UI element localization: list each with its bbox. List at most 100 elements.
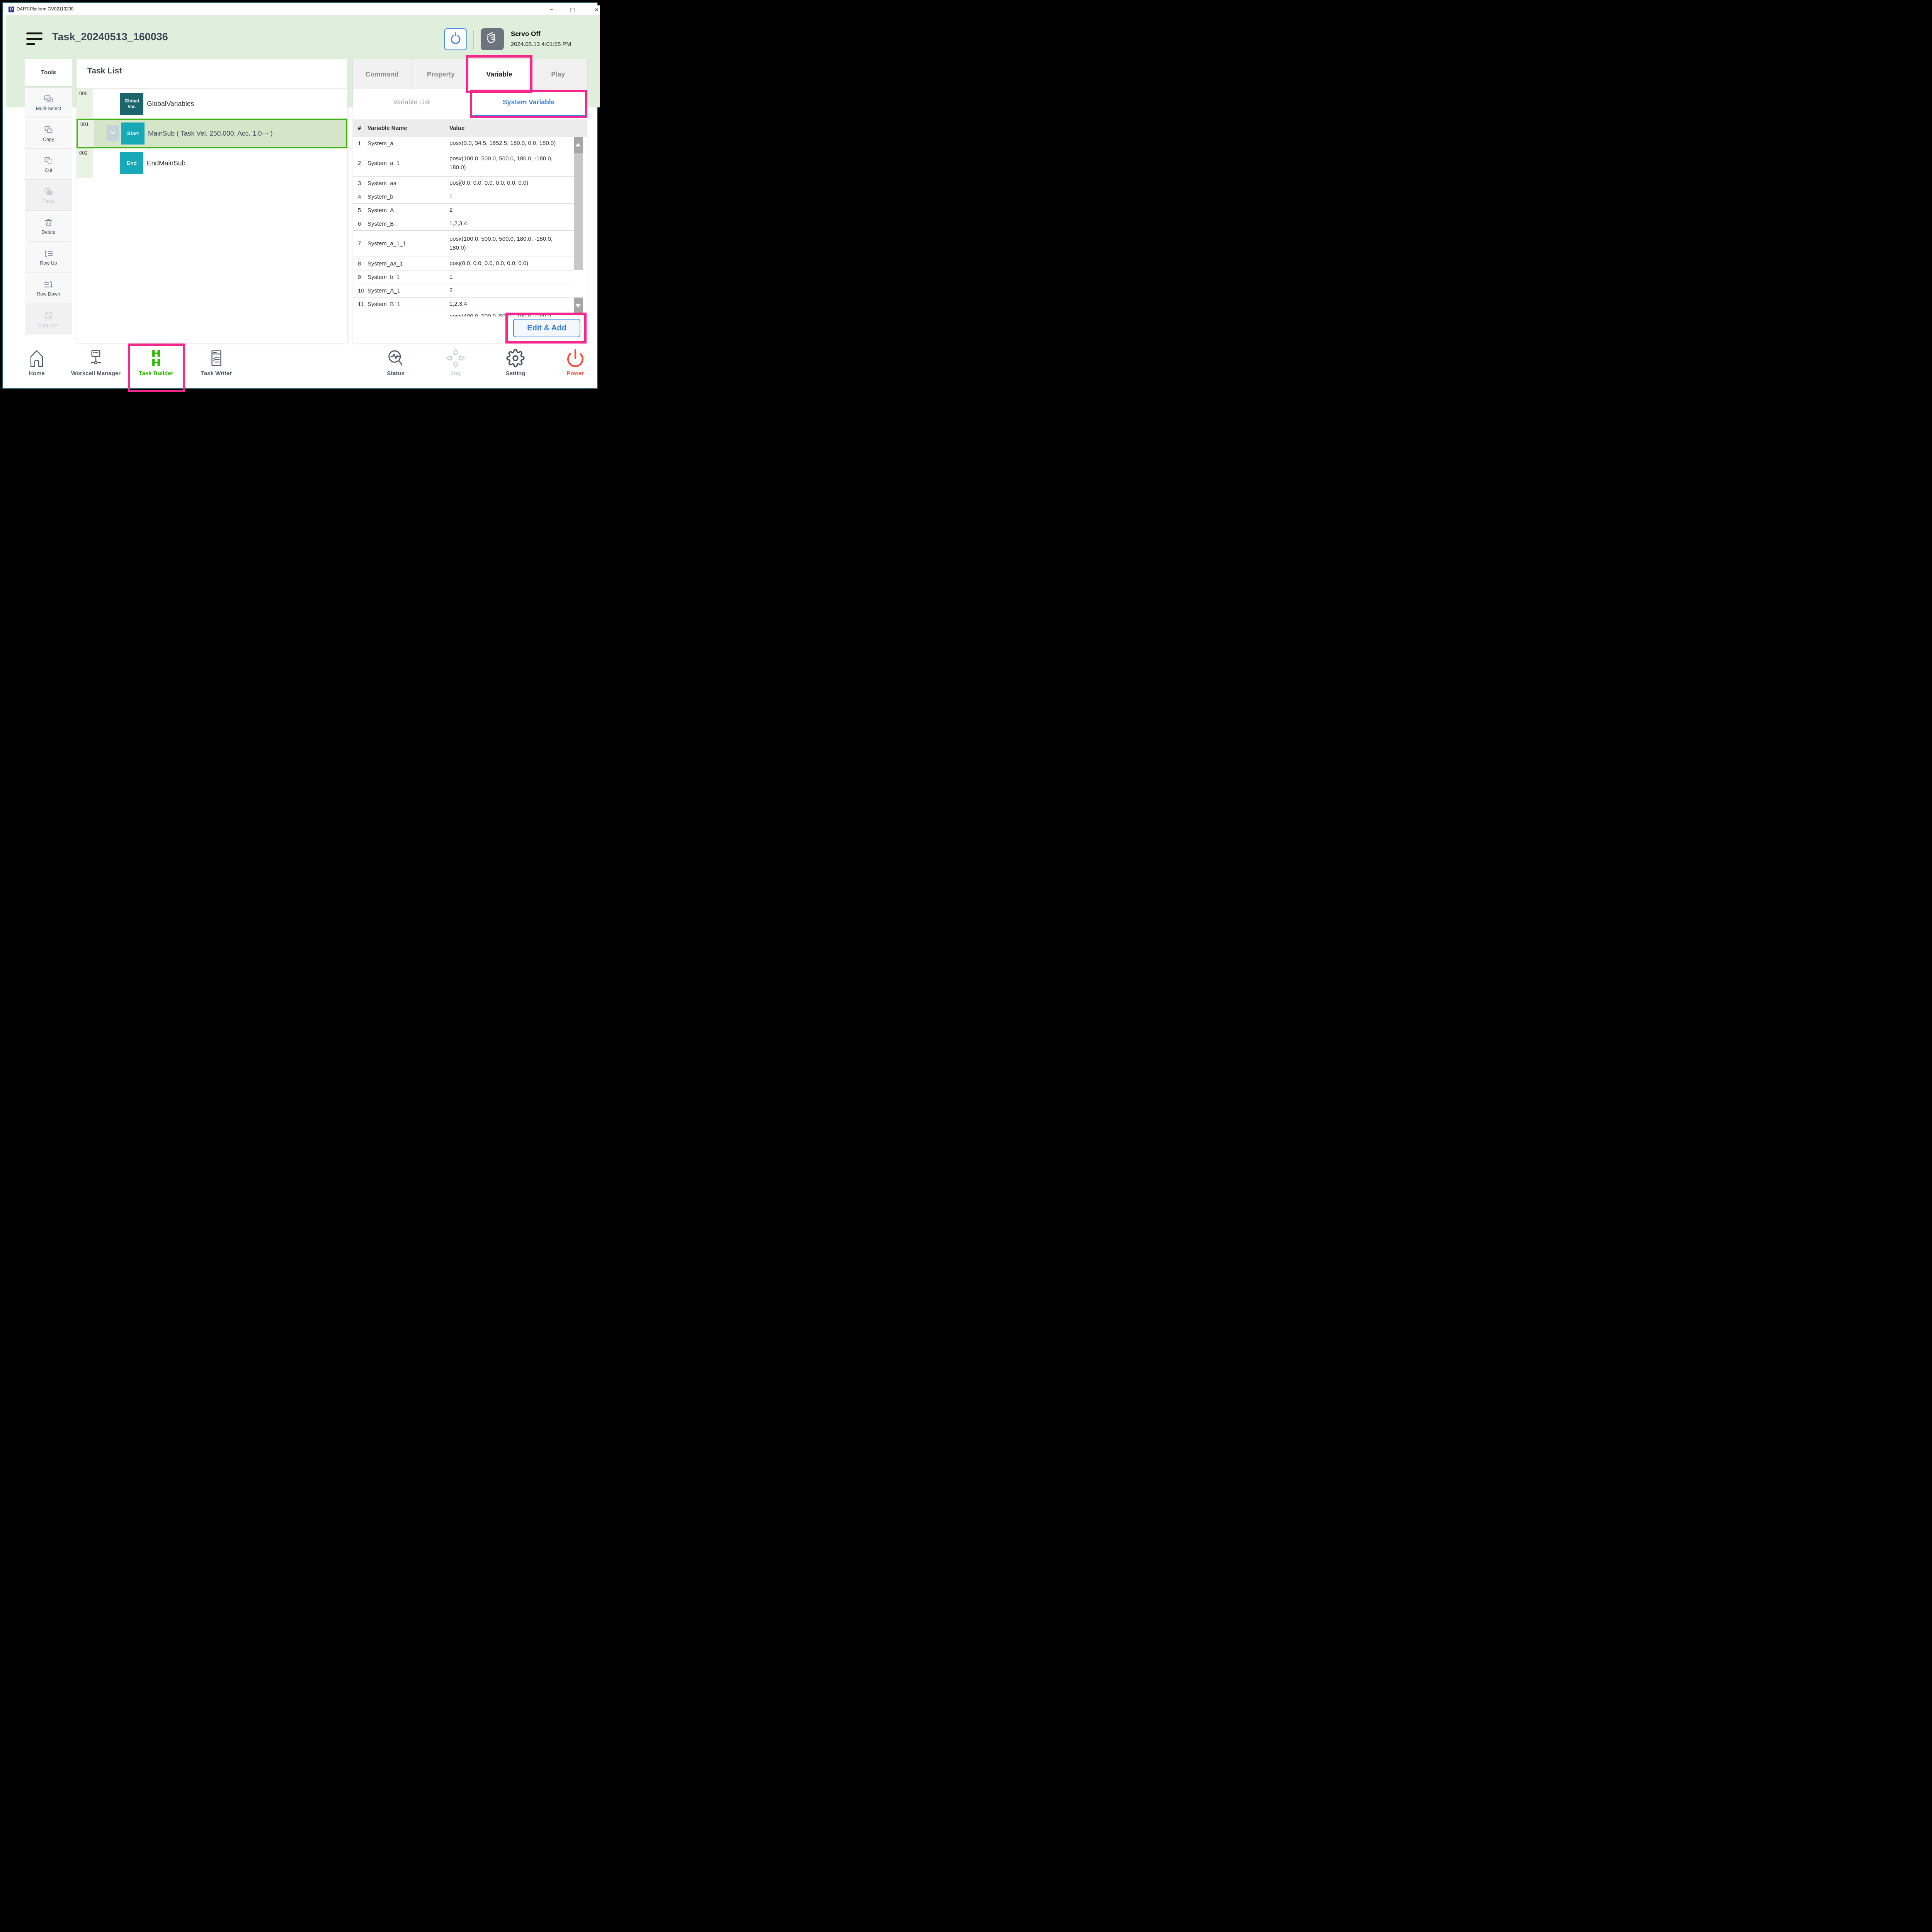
nav-label: Setting [505,370,526,377]
variable-row-system-b-1[interactable]: 11 System_B_1 1,2,3,4 [353,298,574,311]
power-icon [544,346,601,370]
variable-value: posx(100.0, 500.0, 500.0, 180.0, -180.0,… [449,155,553,171]
close-button[interactable]: ✕ [594,7,599,13]
tab-variable[interactable]: Variable [470,59,529,89]
variable-num: 7 [358,240,361,247]
column-header-num: # [358,125,361,131]
nav-power[interactable]: Power [544,346,601,377]
variable-row-system-a-1[interactable]: 2 System_a_1 posx(100.0, 500.0, 500.0, 180… [353,150,574,177]
tool-row-up[interactable]: Row Up [25,242,72,272]
tool-paste: Paste [25,180,72,210]
gripper-tool-button[interactable] [444,28,467,50]
variable-row-system-aa[interactable]: 3 System_aa posj(0.0, 0.0, 0.0, 0.0, 0.0, … [353,177,574,190]
variable-value: 1,2,3,4 [449,220,467,227]
variable-name: System_B [367,220,394,227]
variable-subtabs: Variable List System Variable [353,89,587,115]
variable-num: 5 [358,207,361,214]
nav-label: Home [29,370,45,377]
variable-row-partial[interactable]: posx(400.0, 500.0, 500.0, 180.0, -180.0, [353,311,574,316]
variable-num: 6 [358,220,361,227]
tool-label: Paste [42,199,55,204]
task-writer-icon [185,346,247,370]
variable-row-system-a-1[interactable]: 10 System_A_1 2 [353,284,574,298]
task-row-index: 001 [78,120,94,147]
variable-row-system-b-1[interactable]: 9 System_b_1 1 [353,270,574,284]
nav-workcell-manager[interactable]: Workcell Manager [65,346,127,377]
tool-label: Copy [43,137,54,142]
tab-property[interactable]: Property [411,59,470,89]
nav-label: Jog [450,370,461,377]
status-icon [365,346,427,370]
column-header-value: Value [449,125,465,131]
nav-jog: Jog [425,346,486,377]
nav-label: Task Writer [201,370,232,377]
manual-mode-badge[interactable] [481,28,504,50]
subtab-system-variable[interactable]: System Variable [503,98,555,106]
variable-row-system-a-1-1[interactable]: 7 System_a_1_1 posx(100.0, 500.0, 500.0, 1… [353,231,574,257]
menu-hamburger-icon[interactable] [26,32,43,45]
task-row-index: 000 [77,89,93,118]
task-row-000[interactable]: 000 Global Var. GlobalVariables [77,89,347,119]
tool-label: Cut [44,168,53,173]
variable-value: 1 [449,193,453,200]
task-list-panel: Task List 000 Global Var. GlobalVariables 0… [77,59,348,343]
task-row-002[interactable]: 002 End EndMainSub [77,148,347,178]
task-row-label: EndMainSub [147,159,186,167]
header-divider [473,30,474,49]
variable-num: 4 [358,193,361,200]
gripper-icon [449,31,463,47]
tool-delete[interactable]: Delete [25,211,72,241]
delete-icon [43,218,54,228]
table-scrollbar[interactable] [574,137,583,316]
active-subtab-underline [470,115,587,117]
tool-copy[interactable]: Copy [25,119,72,148]
tool-cut[interactable]: Cut [25,150,72,179]
tool-row-down[interactable]: Row Down [25,273,72,303]
nav-task-writer[interactable]: Task Writer [185,346,247,377]
variable-row-system-b[interactable]: 4 System_b 1 [353,190,574,204]
multi-select-icon [43,94,54,104]
screenshot-stage: D DART-Platform GV02110200 – ✕ Task_2024… [0,0,601,393]
row-expand-button[interactable] [107,125,119,141]
variable-name: System_a [367,140,393,147]
variable-row-system-a[interactable]: 5 System_A 2 [353,204,574,217]
variable-row-system-b[interactable]: 6 System_B 1,2,3,4 [353,217,574,231]
variable-value: posx(400.0, 500.0, 500.0, 180.0, -180.0, [449,313,553,316]
subtab-variable-list[interactable]: Variable List [393,98,430,106]
task-row-001[interactable]: 001 Start MainSub ( Task Vel. 250.000, Acc… [77,119,347,148]
tool-multi-select[interactable]: Multi-Select [25,88,72,117]
nav-setting[interactable]: Setting [485,346,546,377]
copy-icon [43,125,54,135]
nav-status[interactable]: Status [365,346,427,377]
maximize-button[interactable] [570,8,575,12]
variable-value: posj(0.0, 0.0, 0.0, 0.0, 0.0, 0.0) [449,179,529,186]
tool-label: Suppress [38,322,59,328]
tool-label: Row Up [40,260,57,266]
edit-add-button[interactable]: Edit & Add [513,319,580,337]
variable-name: System_A_1 [367,287,401,294]
hand-icon [485,31,500,48]
nav-label: Workcell Manager [71,370,121,377]
minimize-button[interactable]: – [550,6,554,13]
page-title: Task_20240513_160036 [52,31,168,43]
servo-status: Servo Off [511,30,541,37]
variable-name: System_a_1_1 [367,240,406,247]
command-badge: End [120,152,143,174]
variable-num: 10 [358,287,364,294]
tab-play[interactable]: Play [528,59,587,89]
tools-panel: Tools Multi-Select Copy Cut Paste Delete Row … [25,59,72,343]
variable-row-system-aa-1[interactable]: 8 System_aa_1 posj(0.0, 0.0, 0.0, 0.0, 0.0… [353,257,574,270]
tab-command[interactable]: Command [353,59,412,89]
cut-icon [43,156,54,166]
tool-label: Row Down [37,291,60,297]
task-list-title: Task List [87,66,122,75]
suppress-icon [43,310,54,321]
variable-num: 11 [358,301,364,308]
nav-home[interactable]: Home [6,346,68,377]
scrollbar-thumb[interactable] [574,153,583,270]
nav-task-builder[interactable]: Task Builder [125,346,187,377]
scroll-up-icon[interactable] [574,137,583,153]
scroll-down-icon[interactable] [574,298,583,314]
variable-row-system-a[interactable]: 1 System_a posx(0.0, 34.5, 1652.5, 180.0, … [353,137,574,150]
command-badge: Global Var. [120,93,143,115]
